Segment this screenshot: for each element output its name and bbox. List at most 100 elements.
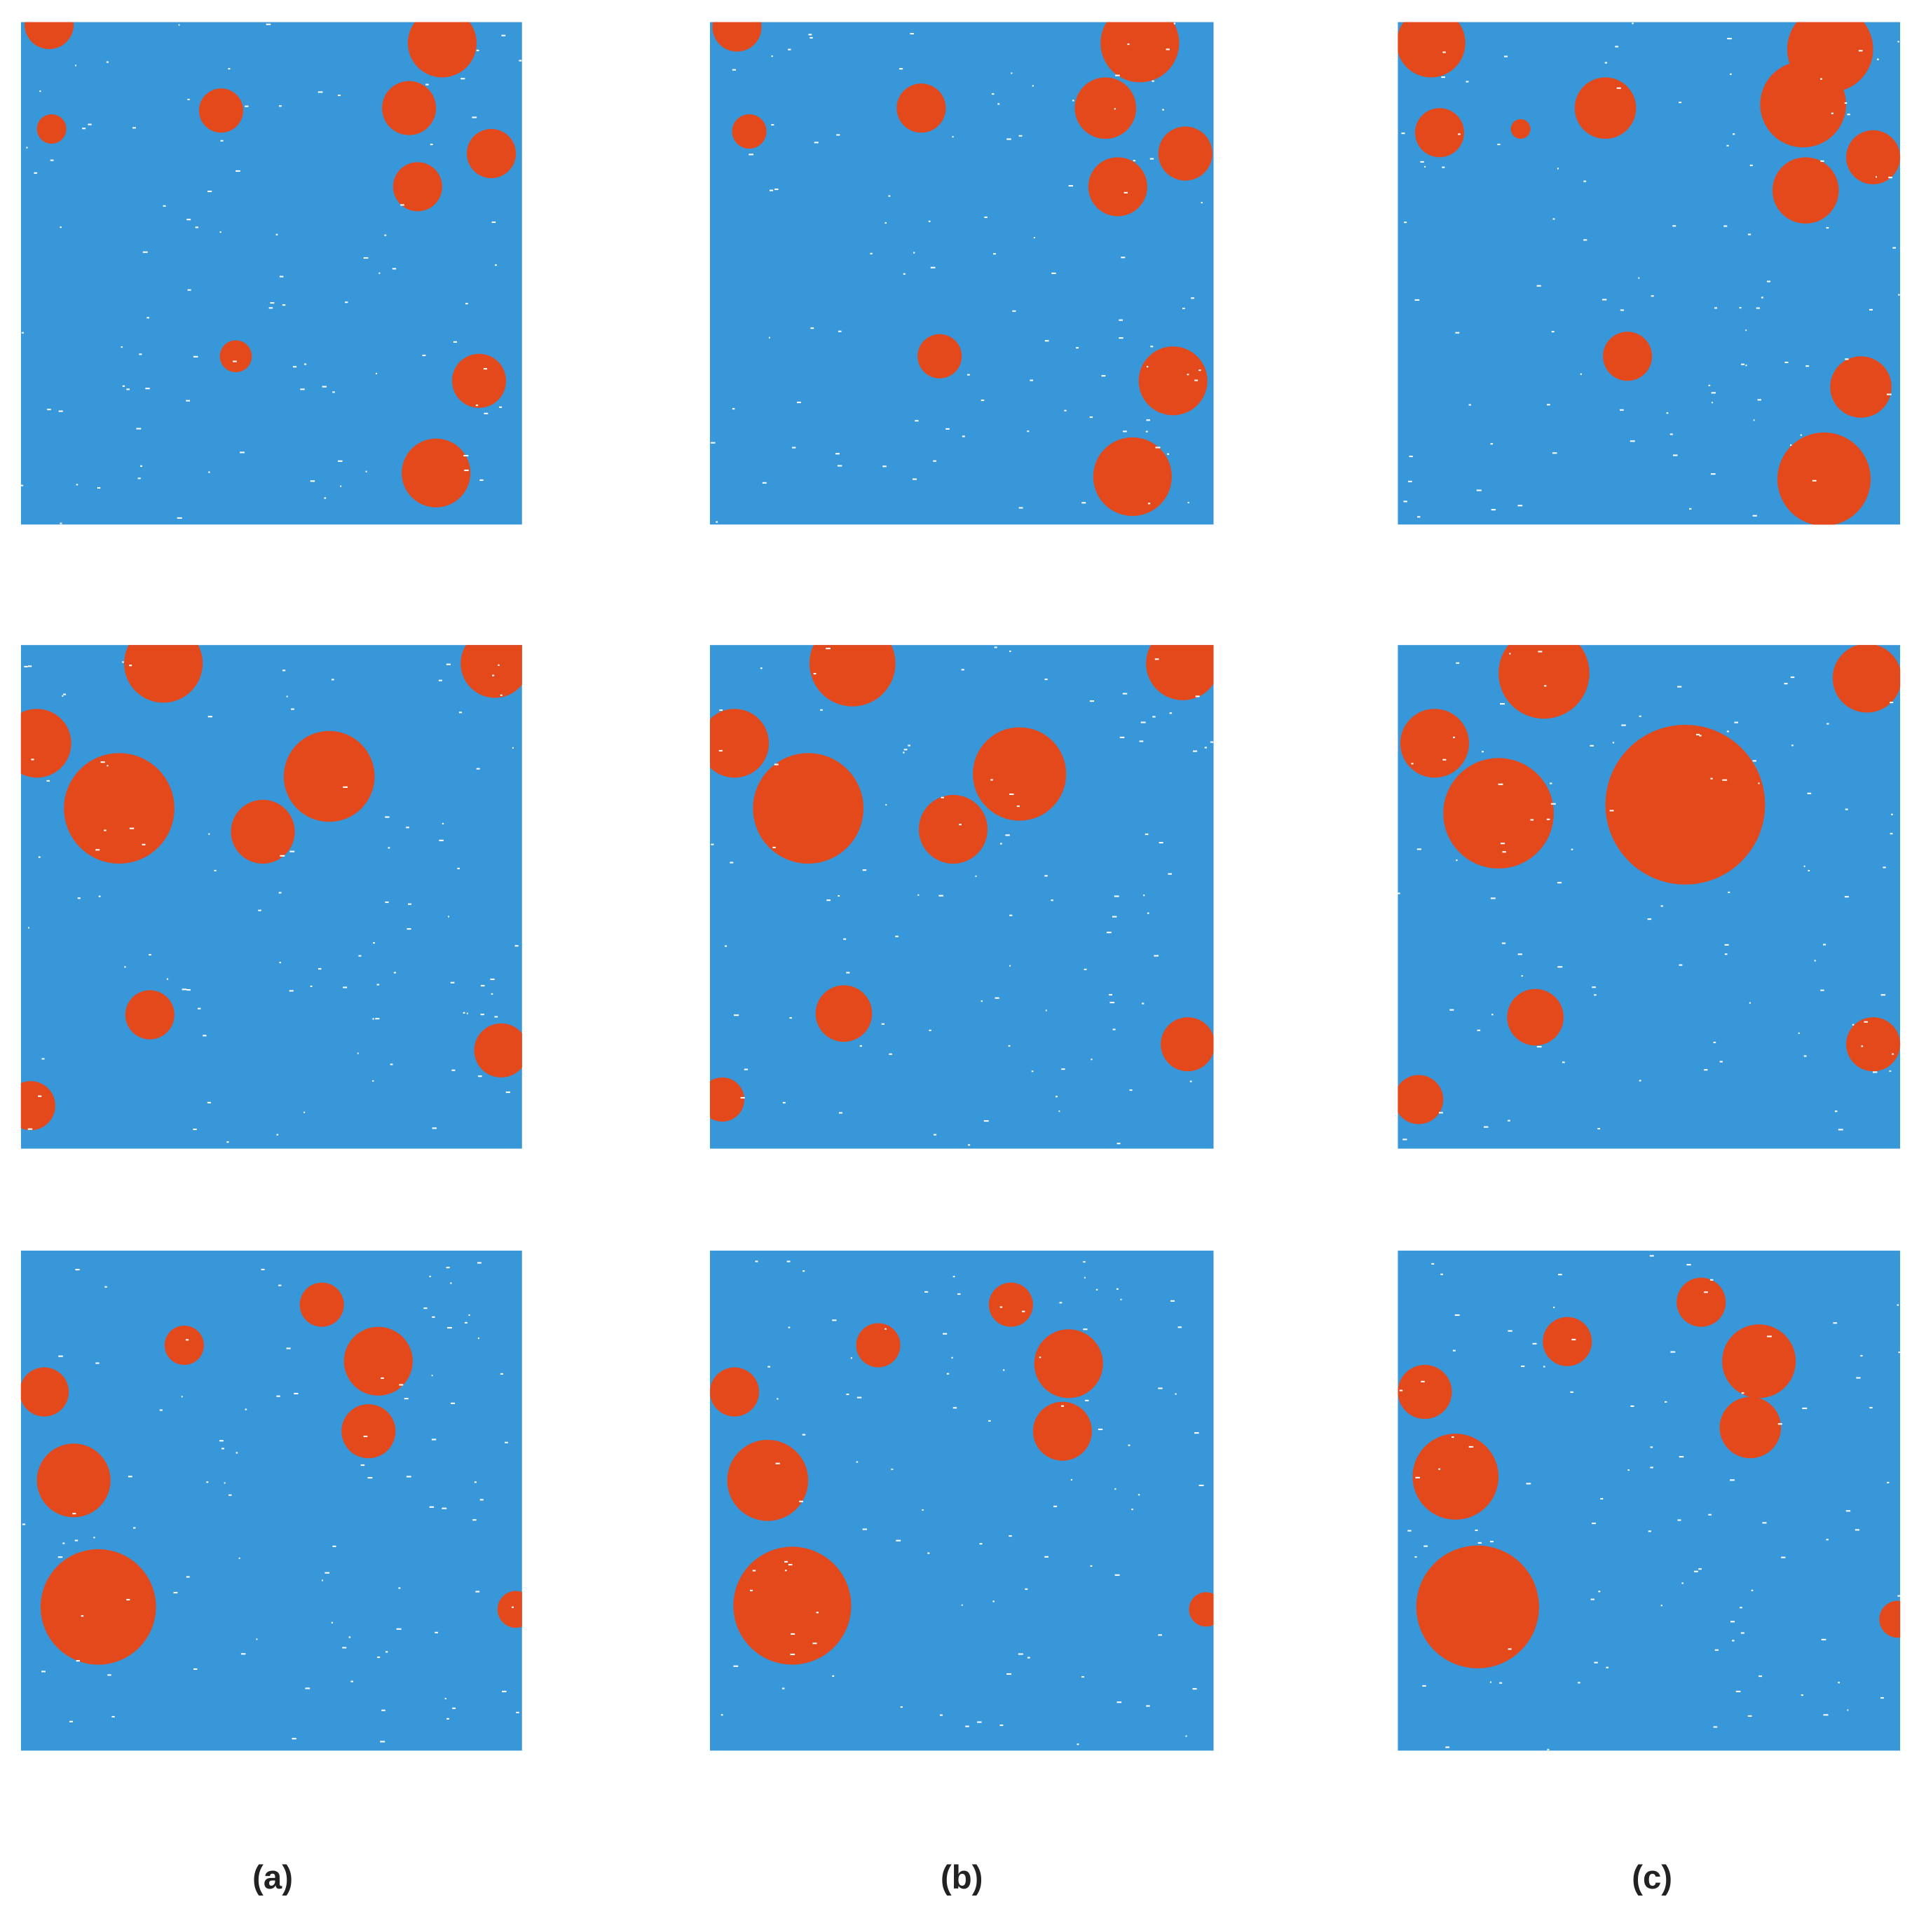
void-speck	[1550, 803, 1556, 805]
void-speck	[1121, 257, 1126, 259]
void-speck	[121, 346, 123, 348]
void-speck	[1498, 783, 1503, 785]
void-speck	[1711, 392, 1716, 394]
void-speck	[859, 1045, 862, 1047]
void-speck	[1170, 1300, 1175, 1302]
void-speck	[791, 1633, 795, 1635]
void-speck	[1890, 701, 1894, 704]
void-speck	[453, 341, 457, 343]
void-speck	[178, 24, 180, 26]
void-speck	[1483, 1126, 1489, 1128]
void-speck	[1167, 453, 1170, 455]
cluster	[20, 1081, 55, 1131]
void-speck	[1570, 1391, 1573, 1393]
void-speck	[1501, 942, 1506, 944]
void-speck	[903, 751, 905, 754]
void-speck	[1187, 501, 1189, 504]
void-speck	[810, 327, 814, 329]
void-speck	[82, 128, 86, 130]
void-speck	[1544, 685, 1547, 687]
void-speck	[1767, 280, 1771, 283]
cluster	[25, 22, 74, 50]
void-speck	[1027, 430, 1030, 433]
void-speck	[1210, 741, 1214, 743]
void-speck	[1798, 1032, 1800, 1034]
void-speck	[501, 34, 506, 36]
void-speck	[422, 354, 426, 357]
void-speck	[1784, 361, 1789, 364]
void-speck	[1084, 968, 1087, 970]
void-speck	[41, 1671, 46, 1673]
void-speck	[324, 497, 327, 499]
void-speck	[187, 98, 190, 101]
void-speck	[1758, 782, 1760, 784]
void-speck	[1195, 695, 1200, 698]
void-speck	[808, 34, 812, 36]
void-speck	[1452, 1436, 1454, 1438]
void-speck	[431, 1438, 437, 1441]
void-speck	[711, 442, 716, 444]
void-speck	[1803, 1055, 1807, 1057]
void-speck	[749, 154, 753, 156]
void-speck	[292, 366, 297, 368]
void-speck	[1583, 239, 1587, 241]
void-speck	[1194, 1432, 1199, 1434]
void-speck	[1869, 1407, 1873, 1409]
void-speck	[1740, 1632, 1744, 1634]
void-speck	[951, 1356, 953, 1359]
cluster	[1574, 77, 1637, 140]
void-speck	[1491, 509, 1496, 511]
cluster	[231, 799, 295, 864]
void-speck	[1741, 363, 1744, 365]
void-speck	[1722, 779, 1728, 781]
void-speck	[933, 460, 937, 462]
void-speck	[282, 304, 286, 306]
void-speck	[20, 484, 24, 487]
void-speck	[928, 220, 931, 222]
void-speck	[952, 136, 954, 138]
void-speck	[771, 55, 773, 57]
void-speck	[1420, 161, 1424, 163]
cluster	[1398, 22, 1466, 78]
void-speck	[1414, 299, 1420, 301]
void-speck	[186, 989, 191, 991]
void-speck	[1733, 133, 1735, 135]
cluster	[988, 1282, 1033, 1327]
void-speck	[1149, 158, 1154, 160]
void-speck	[1729, 1479, 1735, 1481]
void-speck	[1639, 1080, 1641, 1082]
void-speck	[1008, 1045, 1011, 1047]
cluster	[1398, 1075, 1444, 1124]
void-speck	[1708, 384, 1711, 386]
void-speck	[303, 1111, 306, 1113]
void-speck	[343, 786, 348, 788]
void-speck	[431, 1375, 433, 1377]
void-speck	[938, 894, 943, 897]
void-speck	[203, 1035, 207, 1037]
void-speck	[1578, 1682, 1580, 1684]
void-speck	[1407, 1530, 1412, 1532]
cluster	[1416, 1545, 1539, 1668]
void-speck	[1442, 51, 1446, 53]
void-speck	[62, 695, 64, 697]
void-speck	[1709, 1279, 1714, 1281]
void-speck	[331, 1621, 333, 1624]
void-speck	[1173, 22, 1176, 25]
cluster	[709, 709, 770, 778]
void-speck	[1517, 505, 1523, 507]
void-speck	[466, 1012, 468, 1014]
void-speck	[220, 140, 224, 142]
void-speck	[1441, 76, 1445, 79]
void-speck	[1648, 1530, 1651, 1532]
void-speck	[337, 94, 341, 97]
void-speck	[358, 955, 362, 957]
void-speck	[788, 1563, 793, 1566]
void-speck	[1417, 516, 1421, 518]
void-speck	[979, 1543, 983, 1545]
void-speck	[240, 1653, 246, 1655]
void-speck	[446, 663, 451, 665]
void-speck	[915, 420, 919, 422]
void-speck	[1500, 843, 1505, 845]
cluster	[1138, 346, 1208, 416]
void-speck	[733, 1665, 739, 1667]
